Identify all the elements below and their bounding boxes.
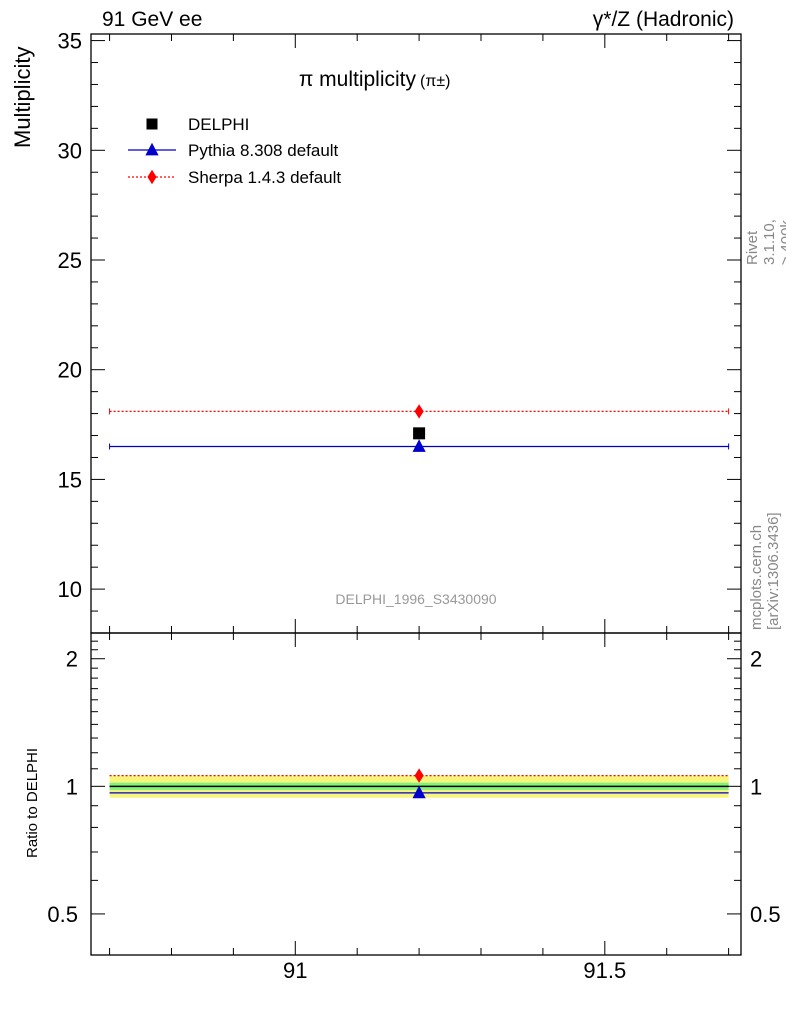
legend-marker-delphi <box>146 118 158 130</box>
main-y-tick-label: 10 <box>58 577 82 602</box>
main-y-tick-label: 15 <box>58 467 82 492</box>
main-y-tick-label: 25 <box>58 248 82 273</box>
x-tick-label: 91.5 <box>583 958 626 983</box>
energy-label: 91 GeV ee <box>102 8 203 31</box>
ratio-y-tick-label-right: 0.5 <box>750 902 781 927</box>
ratio-y-tick-label-right: 2 <box>750 647 762 672</box>
main-marker-delphi <box>413 427 426 440</box>
ratio-y-tick-label-left: 1 <box>66 774 78 799</box>
legend-label: Sherpa 1.4.3 default <box>188 168 341 187</box>
plot-title-suffix: (π±) <box>420 73 450 90</box>
main-marker-sherpa <box>414 404 424 419</box>
analysis-id-label: DELPHI_1996_S3430090 <box>335 591 496 607</box>
ratio-y-tick-label-right: 1 <box>750 774 762 799</box>
legend-marker-pythia <box>145 142 159 156</box>
ratio-plot-frame <box>90 632 742 956</box>
legend-label: Pythia 8.308 default <box>188 141 339 160</box>
process-label: γ*/Z (Hadronic) <box>592 8 734 31</box>
main-y-tick-label: 20 <box>58 358 82 383</box>
legend-marker-sherpa <box>147 169 157 185</box>
ratio-y-tick-label-left: 2 <box>66 647 78 672</box>
ratio-marker-pythia <box>412 785 426 799</box>
x-tick-label: 91 <box>283 958 307 983</box>
ratio-marker-sherpa <box>414 768 424 783</box>
plot-title: π multiplicity <box>299 68 417 91</box>
main-marker-pythia <box>412 439 426 452</box>
ratio-y-tick-label-left: 0.5 <box>47 902 78 927</box>
main-y-tick-label: 35 <box>58 29 82 54</box>
legend-label: DELPHI <box>188 115 249 134</box>
main-y-tick-label: 30 <box>58 138 82 163</box>
